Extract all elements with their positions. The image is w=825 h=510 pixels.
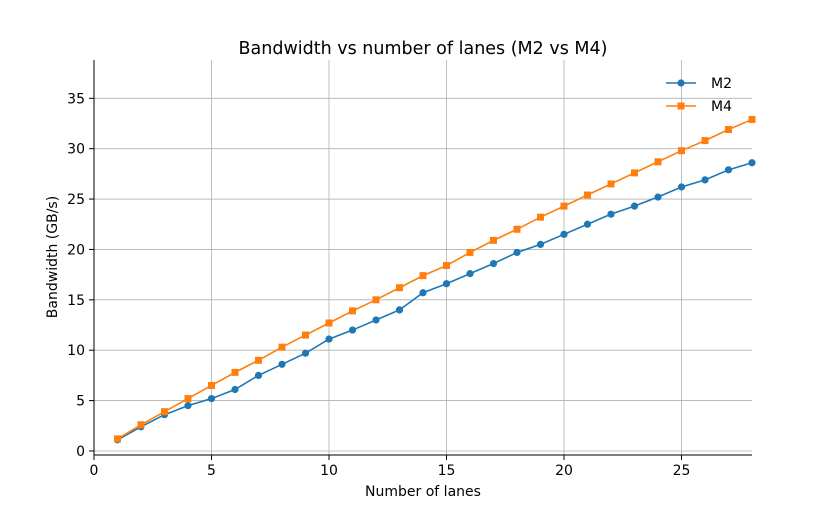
y-tick-label: 25 xyxy=(67,192,85,208)
data-point-m2 xyxy=(231,385,239,394)
data-point-m2 xyxy=(654,193,662,201)
data-point-m4 xyxy=(748,115,756,123)
data-point-m2 xyxy=(278,360,286,368)
axes xyxy=(93,60,752,456)
data-point-m4 xyxy=(137,421,145,429)
data-point-m2 xyxy=(724,166,733,174)
legend-label-m4: M4 xyxy=(711,99,732,115)
data-point-m2 xyxy=(254,371,263,379)
series-m4 xyxy=(114,115,756,443)
data-point-m2 xyxy=(325,335,333,343)
grid xyxy=(94,60,752,455)
x-tick-label: 5 xyxy=(207,463,216,479)
data-point-m2 xyxy=(301,349,310,357)
data-point-m4 xyxy=(490,236,497,244)
x-tick-label: 25 xyxy=(673,463,691,479)
data-point-m2 xyxy=(207,394,216,403)
data-point-m2 xyxy=(466,270,474,278)
data-point-m4 xyxy=(184,395,192,403)
data-point-m2 xyxy=(607,210,615,218)
data-point-m2 xyxy=(442,280,451,288)
y-tick-label: 0 xyxy=(76,444,85,460)
data-point-m2 xyxy=(536,240,545,249)
data-point-m4 xyxy=(302,331,309,339)
data-point-m4 xyxy=(443,262,450,270)
x-tick-label: 15 xyxy=(438,463,456,479)
data-point-m4 xyxy=(231,368,239,376)
data-point-m2 xyxy=(630,202,639,210)
data-point-m4 xyxy=(114,435,121,443)
data-point-m2 xyxy=(348,326,357,334)
data-point-m4 xyxy=(419,272,427,280)
y-tick-label: 35 xyxy=(67,91,85,107)
legend-label-m2: M2 xyxy=(711,76,732,92)
data-point-m2 xyxy=(395,306,404,314)
ticks: 0 5 10 15 20 25 0 5 10 15 20 25 30 35 xyxy=(67,91,690,479)
data-point-m4 xyxy=(725,126,732,134)
data-point-m4 xyxy=(396,284,403,292)
data-point-m4 xyxy=(607,180,615,188)
data-point-m2 xyxy=(489,259,498,268)
y-tick-label: 30 xyxy=(67,142,85,158)
data-point-m4 xyxy=(161,408,168,416)
data-point-m2 xyxy=(560,230,568,238)
data-point-m4 xyxy=(208,381,215,389)
data-point-m4 xyxy=(466,248,474,256)
y-axis-label: Bandwidth (GB/s) xyxy=(45,196,61,318)
legend-marker-m2 xyxy=(677,79,685,87)
data-point-m4 xyxy=(701,137,709,145)
data-point-m4 xyxy=(278,343,286,351)
y-tick-label: 20 xyxy=(67,242,85,258)
x-tick-label: 10 xyxy=(320,463,338,479)
y-tick-label: 5 xyxy=(76,394,85,410)
data-point-m4 xyxy=(513,225,521,233)
data-point-m4 xyxy=(372,296,380,304)
data-point-m2 xyxy=(701,176,709,184)
series-layer xyxy=(113,115,756,444)
y-tick-label: 10 xyxy=(67,343,85,359)
data-point-m2 xyxy=(513,248,521,257)
data-point-m4 xyxy=(537,213,544,221)
x-axis-label: Number of lanes xyxy=(365,484,481,500)
data-point-m4 xyxy=(631,169,638,177)
legend-entry-m2: M2 xyxy=(666,76,732,92)
series-line-m2 xyxy=(117,162,753,441)
data-point-m4 xyxy=(560,202,568,210)
series-m2 xyxy=(113,159,756,444)
series-line-m4 xyxy=(117,118,753,440)
chart-title: Bandwidth vs number of lanes (M2 vs M4) xyxy=(239,39,608,59)
legend-entry-m4: M4 xyxy=(666,99,732,115)
data-point-m2 xyxy=(184,402,192,410)
data-point-m4 xyxy=(584,191,591,199)
data-point-m4 xyxy=(255,356,262,364)
data-point-m4 xyxy=(678,147,685,155)
data-point-m2 xyxy=(677,183,686,191)
data-point-m4 xyxy=(349,307,356,315)
data-point-m2 xyxy=(372,316,380,324)
data-point-m2 xyxy=(419,289,427,297)
data-point-m2 xyxy=(583,220,592,228)
data-point-m4 xyxy=(325,319,333,327)
legend-marker-m4 xyxy=(677,102,685,110)
data-point-m2 xyxy=(748,159,756,167)
x-tick-label: 0 xyxy=(90,463,99,479)
x-tick-label: 20 xyxy=(555,463,573,479)
data-point-m4 xyxy=(654,158,662,166)
y-tick-label: 15 xyxy=(67,293,85,309)
